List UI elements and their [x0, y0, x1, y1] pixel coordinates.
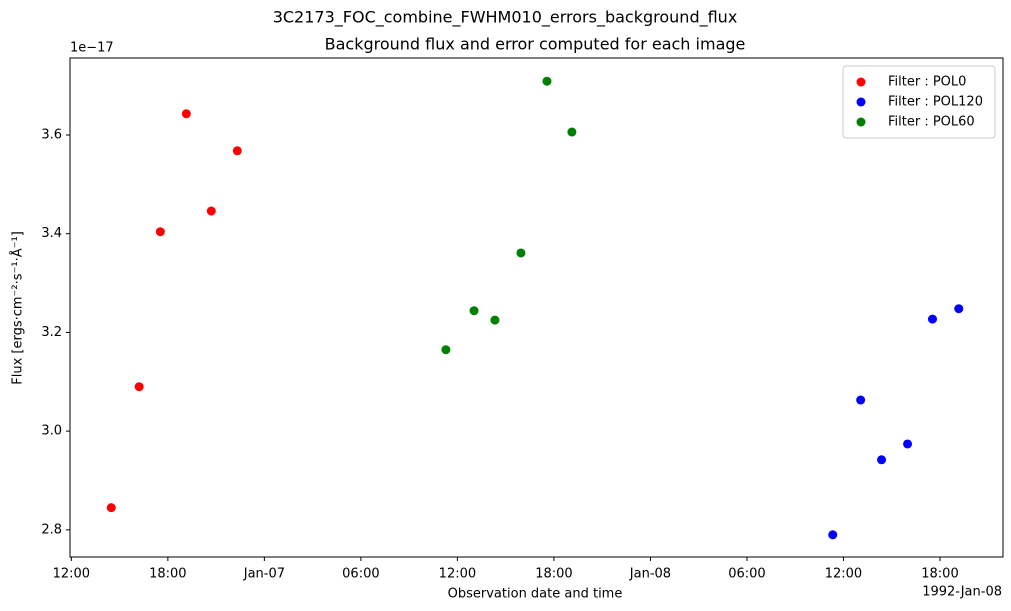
legend-label: Filter : POL60 — [888, 115, 975, 130]
data-point — [877, 455, 887, 465]
x-tick-label: Jan-08 — [629, 567, 671, 582]
data-point — [232, 146, 242, 156]
data-point — [155, 227, 165, 237]
legend-marker — [856, 77, 866, 87]
data-point — [181, 109, 191, 119]
legend-marker — [856, 117, 866, 127]
x-axis-label: Observation date and time — [448, 587, 623, 602]
data-point — [903, 439, 913, 449]
y-tick-label: 3.4 — [41, 226, 62, 241]
y-axis-label: Flux [ergs·cm⁻²·s⁻¹·Å⁻¹] — [10, 231, 26, 385]
data-point — [516, 248, 526, 258]
data-point — [106, 503, 116, 513]
y-tick-label: 3.6 — [41, 127, 62, 142]
x-tick-label: 06:00 — [728, 567, 765, 582]
data-point — [954, 304, 964, 314]
legend-label: Filter : POL0 — [888, 75, 966, 90]
data-point — [542, 76, 552, 86]
plot-frame — [69, 57, 1004, 558]
x-tick-label: 18:00 — [149, 567, 186, 582]
legend-marker — [856, 97, 866, 107]
data-point — [490, 315, 500, 325]
legend-box — [842, 65, 996, 139]
data-point — [134, 382, 144, 392]
x-tick-label: 18:00 — [921, 567, 958, 582]
x-tick-label: 18:00 — [535, 567, 572, 582]
x-tick-label: 06:00 — [342, 567, 379, 582]
data-point — [856, 395, 866, 405]
x-tick-label: 12:00 — [439, 567, 476, 582]
data-point — [927, 314, 937, 324]
suptitle: 3C2173_FOC_combine_FWHM010_errors_backgr… — [273, 8, 738, 28]
y-tick-label: 3.2 — [41, 325, 62, 340]
legend-label: Filter : POL120 — [888, 95, 983, 110]
x-tick-label: Jan-07 — [243, 567, 285, 582]
y-tick-label: 3.0 — [41, 424, 62, 439]
x-offset-label: 1992-Jan-08 — [922, 585, 1002, 600]
data-point — [828, 530, 838, 540]
data-point — [567, 127, 577, 137]
x-tick-label: 12:00 — [53, 567, 90, 582]
data-point — [469, 306, 479, 316]
chart-title: Background flux and error computed for e… — [325, 35, 746, 54]
x-tick-label: 12:00 — [825, 567, 862, 582]
y-offset-label: 1e−17 — [70, 41, 114, 56]
y-tick-label: 2.8 — [41, 522, 62, 537]
data-point — [441, 345, 451, 355]
data-point — [206, 206, 216, 216]
